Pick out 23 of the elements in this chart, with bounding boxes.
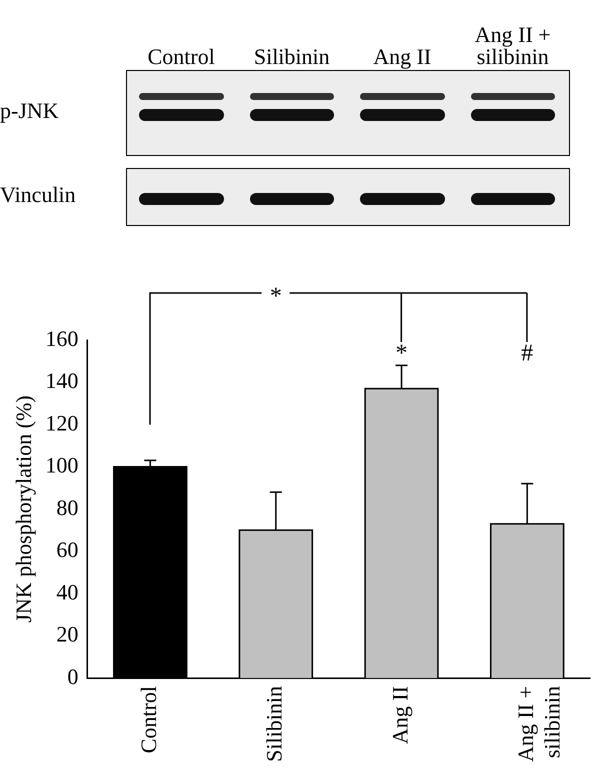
category-label: Ang II + silibinin xyxy=(474,22,551,69)
y-tick-label: 160 xyxy=(45,326,78,351)
text: p-JNK xyxy=(0,98,59,124)
y-tick-label: 80 xyxy=(56,494,78,520)
category-label: Control xyxy=(148,44,215,69)
y-tick-label: 40 xyxy=(56,579,78,604)
y-tick-label: 120 xyxy=(45,410,78,436)
y-tick-label: 60 xyxy=(56,537,78,562)
y-tick-label: 100 xyxy=(45,452,78,478)
x-tick-label: Ang II + silibinin xyxy=(512,686,564,762)
annotation: * xyxy=(396,340,408,366)
y-axis-title: JNK phosphorylation (%) xyxy=(10,395,36,623)
x-tick-label: Ang II xyxy=(387,686,412,744)
x-tick-label: Control xyxy=(136,686,162,754)
text: Vinculin xyxy=(0,182,76,208)
x-tick-label: Silibinin xyxy=(262,686,287,762)
category-label: Silibinin xyxy=(254,44,330,69)
annotation: # xyxy=(521,340,534,366)
y-tick-label: 140 xyxy=(45,368,78,394)
y-tick-label: 0 xyxy=(67,664,78,689)
text: * xyxy=(270,283,282,310)
category-label: Ang II xyxy=(373,44,432,69)
y-tick-label: 20 xyxy=(56,622,78,647)
